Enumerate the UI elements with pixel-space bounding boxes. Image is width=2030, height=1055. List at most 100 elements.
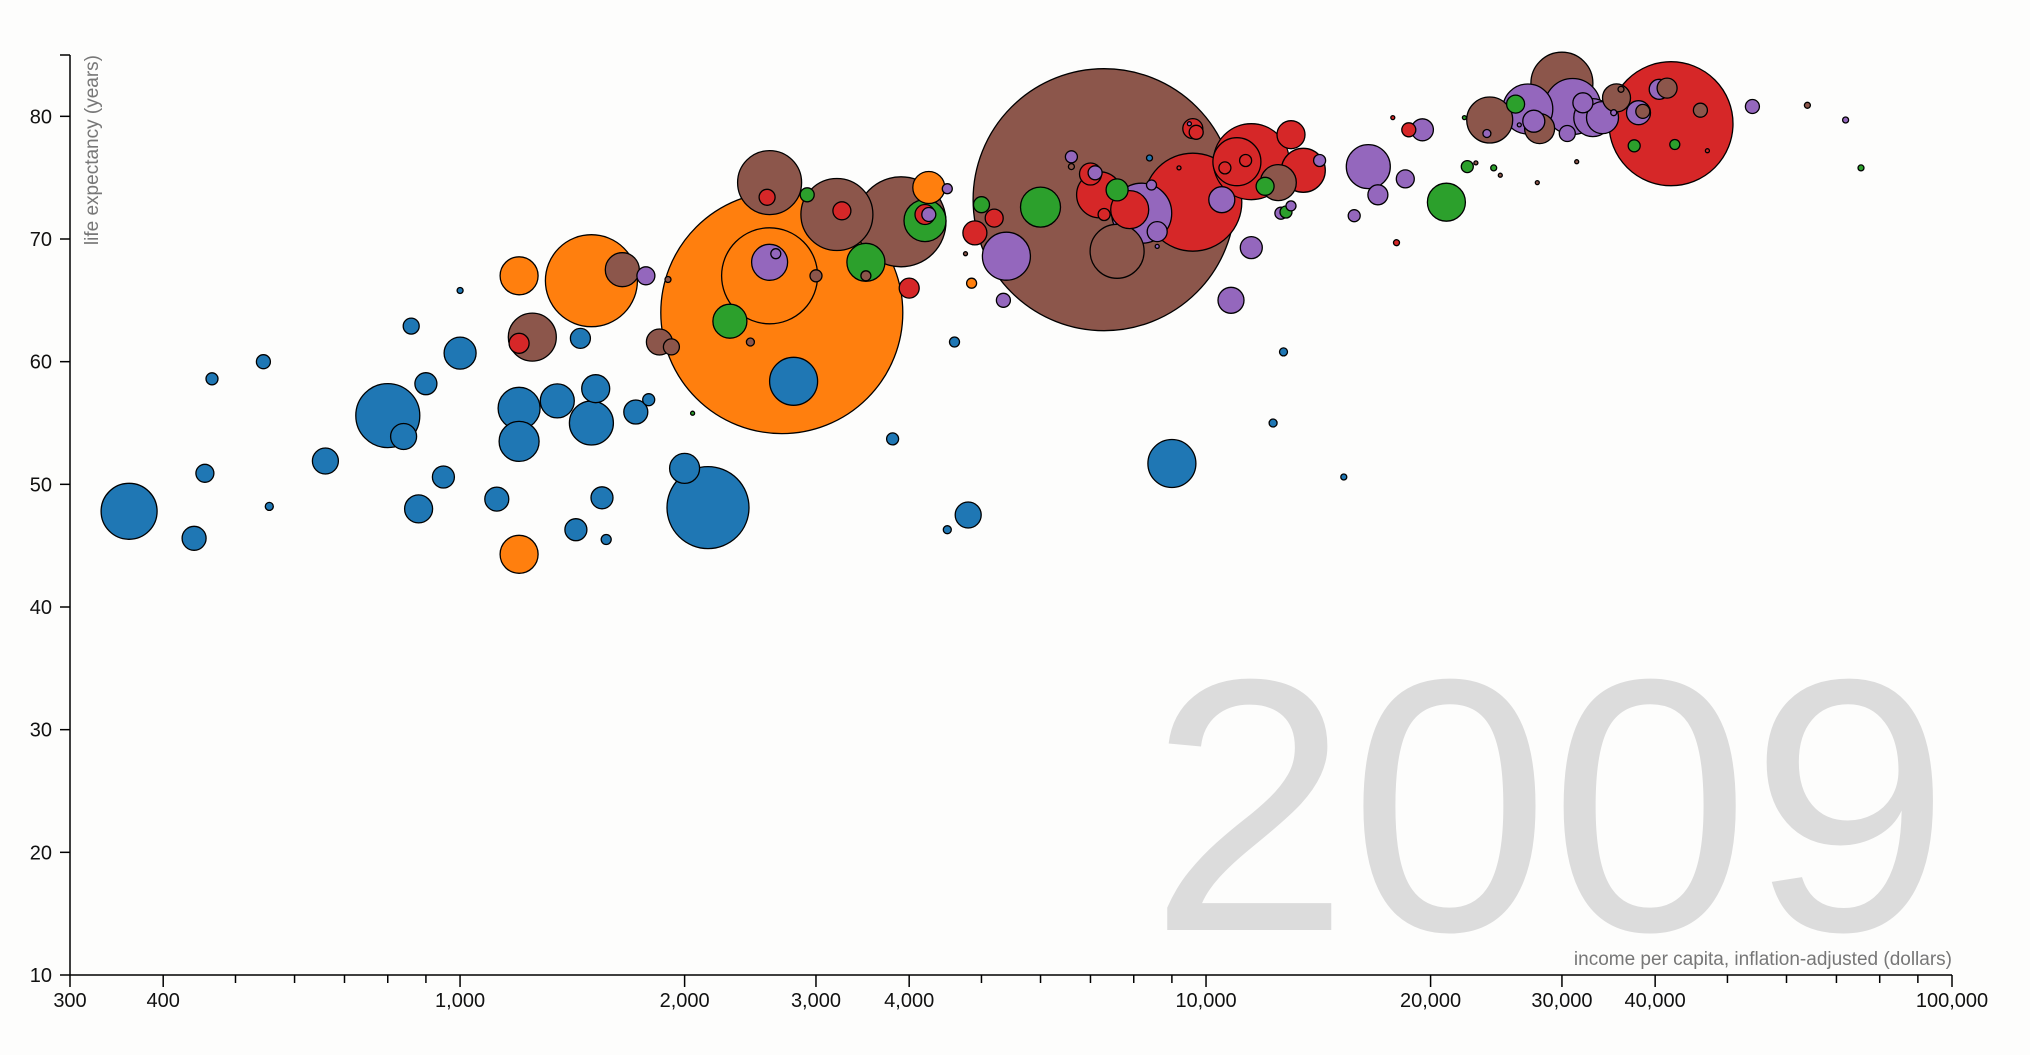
- data-point[interactable]: [664, 275, 672, 284]
- data-point[interactable]: [564, 518, 588, 542]
- data-point[interactable]: [981, 231, 1032, 281]
- data-point[interactable]: [662, 338, 681, 356]
- data-point[interactable]: [443, 336, 477, 370]
- data-point[interactable]: [414, 372, 438, 396]
- data-point[interactable]: [1669, 138, 1681, 151]
- data-point[interactable]: [181, 525, 207, 551]
- data-point[interactable]: [499, 534, 539, 574]
- data-point[interactable]: [484, 486, 510, 512]
- data-point[interactable]: [770, 248, 782, 260]
- data-point[interactable]: [1522, 109, 1546, 133]
- data-point[interactable]: [623, 399, 649, 425]
- data-point[interactable]: [1534, 179, 1540, 186]
- data-point[interactable]: [402, 317, 420, 335]
- data-point[interactable]: [1574, 159, 1580, 165]
- data-point[interactable]: [1601, 83, 1632, 113]
- data-point[interactable]: [1087, 165, 1103, 181]
- data-point[interactable]: [311, 447, 340, 475]
- data-point[interactable]: [1490, 164, 1498, 172]
- data-point[interactable]: [456, 286, 464, 295]
- data-point[interactable]: [205, 372, 219, 386]
- data-point[interactable]: [581, 374, 611, 404]
- data-point[interactable]: [799, 187, 815, 203]
- data-point[interactable]: [1188, 124, 1204, 140]
- data-point[interactable]: [264, 501, 274, 512]
- data-point[interactable]: [885, 432, 900, 446]
- data-point[interactable]: [1145, 154, 1154, 162]
- data-point[interactable]: [1176, 165, 1182, 171]
- data-point[interactable]: [1340, 473, 1348, 481]
- data-point[interactable]: [962, 220, 988, 246]
- data-point[interactable]: [1105, 178, 1129, 202]
- data-point[interactable]: [1656, 77, 1678, 99]
- data-point[interactable]: [1692, 102, 1709, 118]
- data-point[interactable]: [1285, 200, 1297, 212]
- data-point[interactable]: [1367, 184, 1389, 206]
- data-point[interactable]: [1461, 114, 1468, 121]
- data-point[interactable]: [1312, 153, 1327, 168]
- data-point[interactable]: [1401, 122, 1417, 138]
- data-point[interactable]: [1238, 153, 1253, 168]
- data-point[interactable]: [995, 292, 1012, 308]
- data-point[interactable]: [962, 251, 969, 257]
- data-point[interactable]: [1154, 243, 1160, 250]
- data-point[interactable]: [1218, 161, 1232, 175]
- data-point[interactable]: [568, 400, 615, 446]
- data-point[interactable]: [972, 196, 991, 214]
- data-point[interactable]: [431, 465, 456, 489]
- data-point[interactable]: [736, 149, 803, 216]
- data-point[interactable]: [1345, 143, 1391, 190]
- data-point[interactable]: [1217, 286, 1245, 314]
- data-point[interactable]: [1482, 128, 1492, 139]
- data-point[interactable]: [1466, 96, 1514, 144]
- data-point[interactable]: [1505, 94, 1526, 114]
- data-point[interactable]: [1516, 122, 1522, 128]
- data-point[interactable]: [750, 243, 789, 281]
- data-point[interactable]: [604, 252, 640, 288]
- data-point[interactable]: [1212, 137, 1262, 187]
- data-point[interactable]: [1019, 186, 1062, 228]
- data-point[interactable]: [1704, 148, 1711, 154]
- data-point[interactable]: [1347, 209, 1361, 223]
- data-point[interactable]: [1255, 176, 1275, 196]
- data-point[interactable]: [100, 482, 158, 540]
- data-point[interactable]: [860, 270, 872, 282]
- data-point[interactable]: [758, 188, 776, 206]
- data-point[interactable]: [984, 208, 1004, 228]
- data-point[interactable]: [1276, 120, 1306, 150]
- data-point[interactable]: [403, 494, 434, 524]
- data-point[interactable]: [1610, 109, 1618, 117]
- data-point[interactable]: [1460, 159, 1474, 174]
- data-point[interactable]: [948, 336, 961, 348]
- data-point[interactable]: [1744, 98, 1761, 115]
- data-point[interactable]: [689, 410, 696, 416]
- data-point[interactable]: [921, 206, 937, 223]
- data-point[interactable]: [1390, 114, 1396, 121]
- data-point[interactable]: [1572, 92, 1594, 114]
- data-point[interactable]: [1186, 121, 1193, 127]
- data-point[interactable]: [539, 383, 575, 419]
- data-point[interactable]: [954, 501, 982, 529]
- data-point[interactable]: [1635, 103, 1651, 120]
- data-point[interactable]: [941, 183, 953, 195]
- data-point[interactable]: [1145, 179, 1158, 191]
- data-point[interactable]: [1558, 124, 1576, 143]
- data-point[interactable]: [1803, 101, 1812, 109]
- data-point[interactable]: [1147, 438, 1197, 489]
- data-point[interactable]: [832, 201, 852, 221]
- data-point[interactable]: [1841, 116, 1850, 124]
- data-point[interactable]: [1473, 160, 1479, 166]
- data-point[interactable]: [498, 420, 540, 463]
- data-point[interactable]: [508, 332, 530, 354]
- data-point[interactable]: [712, 303, 748, 339]
- data-point[interactable]: [1426, 182, 1467, 222]
- data-point[interactable]: [768, 356, 819, 406]
- data-point[interactable]: [1097, 207, 1111, 222]
- data-point[interactable]: [1278, 347, 1289, 357]
- data-point[interactable]: [1392, 239, 1401, 247]
- data-point[interactable]: [255, 354, 272, 370]
- data-point[interactable]: [600, 533, 612, 546]
- data-point[interactable]: [1395, 169, 1415, 189]
- data-point[interactable]: [569, 327, 592, 350]
- data-point[interactable]: [1067, 162, 1076, 171]
